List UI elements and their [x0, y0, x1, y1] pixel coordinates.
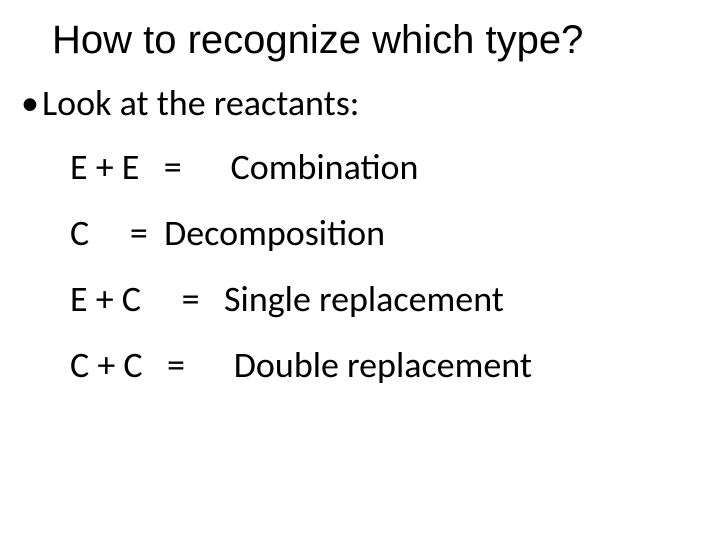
slide: How to recognize which type? • Look at t… [0, 0, 720, 540]
slide-title: How to recognize which type? [0, 0, 720, 63]
slide-body: • Look at the reactants: E + E = Combina… [0, 63, 720, 387]
bullet-text: Look at the reactants: [42, 81, 359, 125]
bullet-marker: • [18, 85, 42, 121]
reaction-line-3: E + C = Single replacement [18, 277, 720, 321]
bullet-item: • Look at the reactants: [18, 81, 720, 125]
reaction-line-2: C = Decomposition [18, 211, 720, 255]
reaction-line-4: C + C = Double replacement [18, 343, 720, 387]
reaction-line-1: E + E = Combination [18, 145, 720, 189]
